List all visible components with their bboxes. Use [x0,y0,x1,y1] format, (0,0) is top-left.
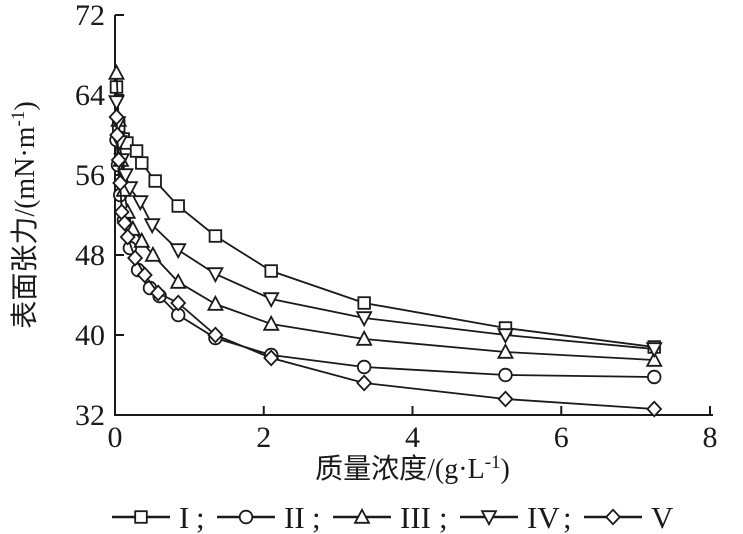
square-marker-icon [264,264,278,278]
diamond-marker-icon [150,284,167,302]
series-V-line [115,116,655,410]
x-tick-label: 2 [256,421,271,454]
legend-item-V: V [584,500,674,534]
y-tick-label: 64 [75,79,105,112]
legend-item-I: I [112,500,189,534]
diamond-marker-icon [116,214,133,232]
square-marker-icon [171,199,185,213]
triangle-down-marker-icon [355,311,373,328]
triangle-up-marker-icon [496,342,514,359]
y-tick-label: 32 [75,399,105,432]
triangle-up-marker-icon [169,272,187,289]
series-IV-line [115,101,655,350]
triangle-down-marker-icon [131,195,149,212]
circle-marker-icon [498,367,513,383]
y-axis-title: 表面张力/(mN·m-1) [8,101,41,328]
triangle-up-marker-icon [645,350,663,367]
x-tick-label: 8 [703,421,718,454]
diamond-marker-icon [646,400,663,418]
circle-marker-icon [238,509,254,525]
legend-item-II: II [217,500,305,534]
square-marker-icon [135,156,149,170]
square-marker-icon [208,229,223,243]
triangle-down-marker-icon [143,218,161,235]
diamond-marker-icon [110,151,127,169]
x-tick-label: 0 [108,421,123,454]
triangle-down-marker-icon [262,292,280,309]
legend-item-IV: IV [460,500,560,534]
legend-separator: ; [563,500,572,534]
triangle-down-marker-icon [206,267,224,284]
triangle-down-marker-icon [496,328,514,345]
triangle-up-marker-icon [355,329,373,346]
legend-separator: ; [312,500,321,534]
legend-label-III: III [400,500,431,534]
triangle-up-marker-icon [144,245,162,262]
triangle-up-marker-icon [133,231,151,248]
y-tick-label: 56 [75,159,105,192]
legend-separator: ; [439,500,448,534]
triangle-down-marker-icon [116,168,134,185]
circle-marker-icon [356,359,372,375]
series-V [108,108,663,418]
x-axis-title: 质量浓度/(g·L-1) [315,452,510,485]
legend-label-V: V [651,500,674,534]
series-III-line [115,72,655,361]
triangle-down-marker-icon [480,510,498,527]
diamond-marker-icon [604,508,622,526]
diamond-marker-icon [136,266,153,284]
triangle-up-marker-icon [262,314,280,331]
diamond-marker-icon [127,249,144,267]
diamond-marker-icon [119,228,136,246]
x-tick-label: 4 [405,421,420,454]
square-marker-icon [134,510,148,524]
triangle-down-marker-icon [169,243,187,260]
legend-label-I: I [179,500,189,534]
diamond-marker-icon [497,390,514,408]
legend-label-IV: IV [527,500,560,534]
triangle-up-marker-icon [353,507,371,524]
legend-label-II: II [284,500,305,534]
square-marker-icon [129,144,144,158]
diamond-marker-icon [109,126,126,144]
legend-item-III: III [333,500,431,534]
y-tick-label: 48 [75,239,105,272]
series-I [109,80,661,354]
legend: I; II; III; IV; V [112,500,674,534]
diamond-marker-icon [356,374,373,392]
axes-frame [114,15,713,416]
legend-separator: ; [196,500,205,534]
circle-marker-icon [647,369,662,385]
y-tick-label: 72 [75,0,105,32]
diamond-marker-icon [112,174,129,192]
y-tick-label: 40 [75,319,105,352]
triangle-down-marker-icon [107,95,125,112]
series-IV [107,95,663,359]
diamond-marker-icon [207,326,224,344]
triangle-up-marker-icon [107,63,125,80]
square-marker-icon [148,174,162,188]
triangle-down-marker-icon [645,342,663,359]
series-I-line [115,86,655,348]
triangle-down-marker-icon [121,181,139,198]
x-tick-label: 6 [554,421,569,454]
diamond-marker-icon [108,108,125,126]
triangle-up-marker-icon [206,294,224,311]
diamond-marker-icon [263,349,280,367]
diamond-marker-icon [170,294,187,312]
square-marker-icon [357,296,371,310]
